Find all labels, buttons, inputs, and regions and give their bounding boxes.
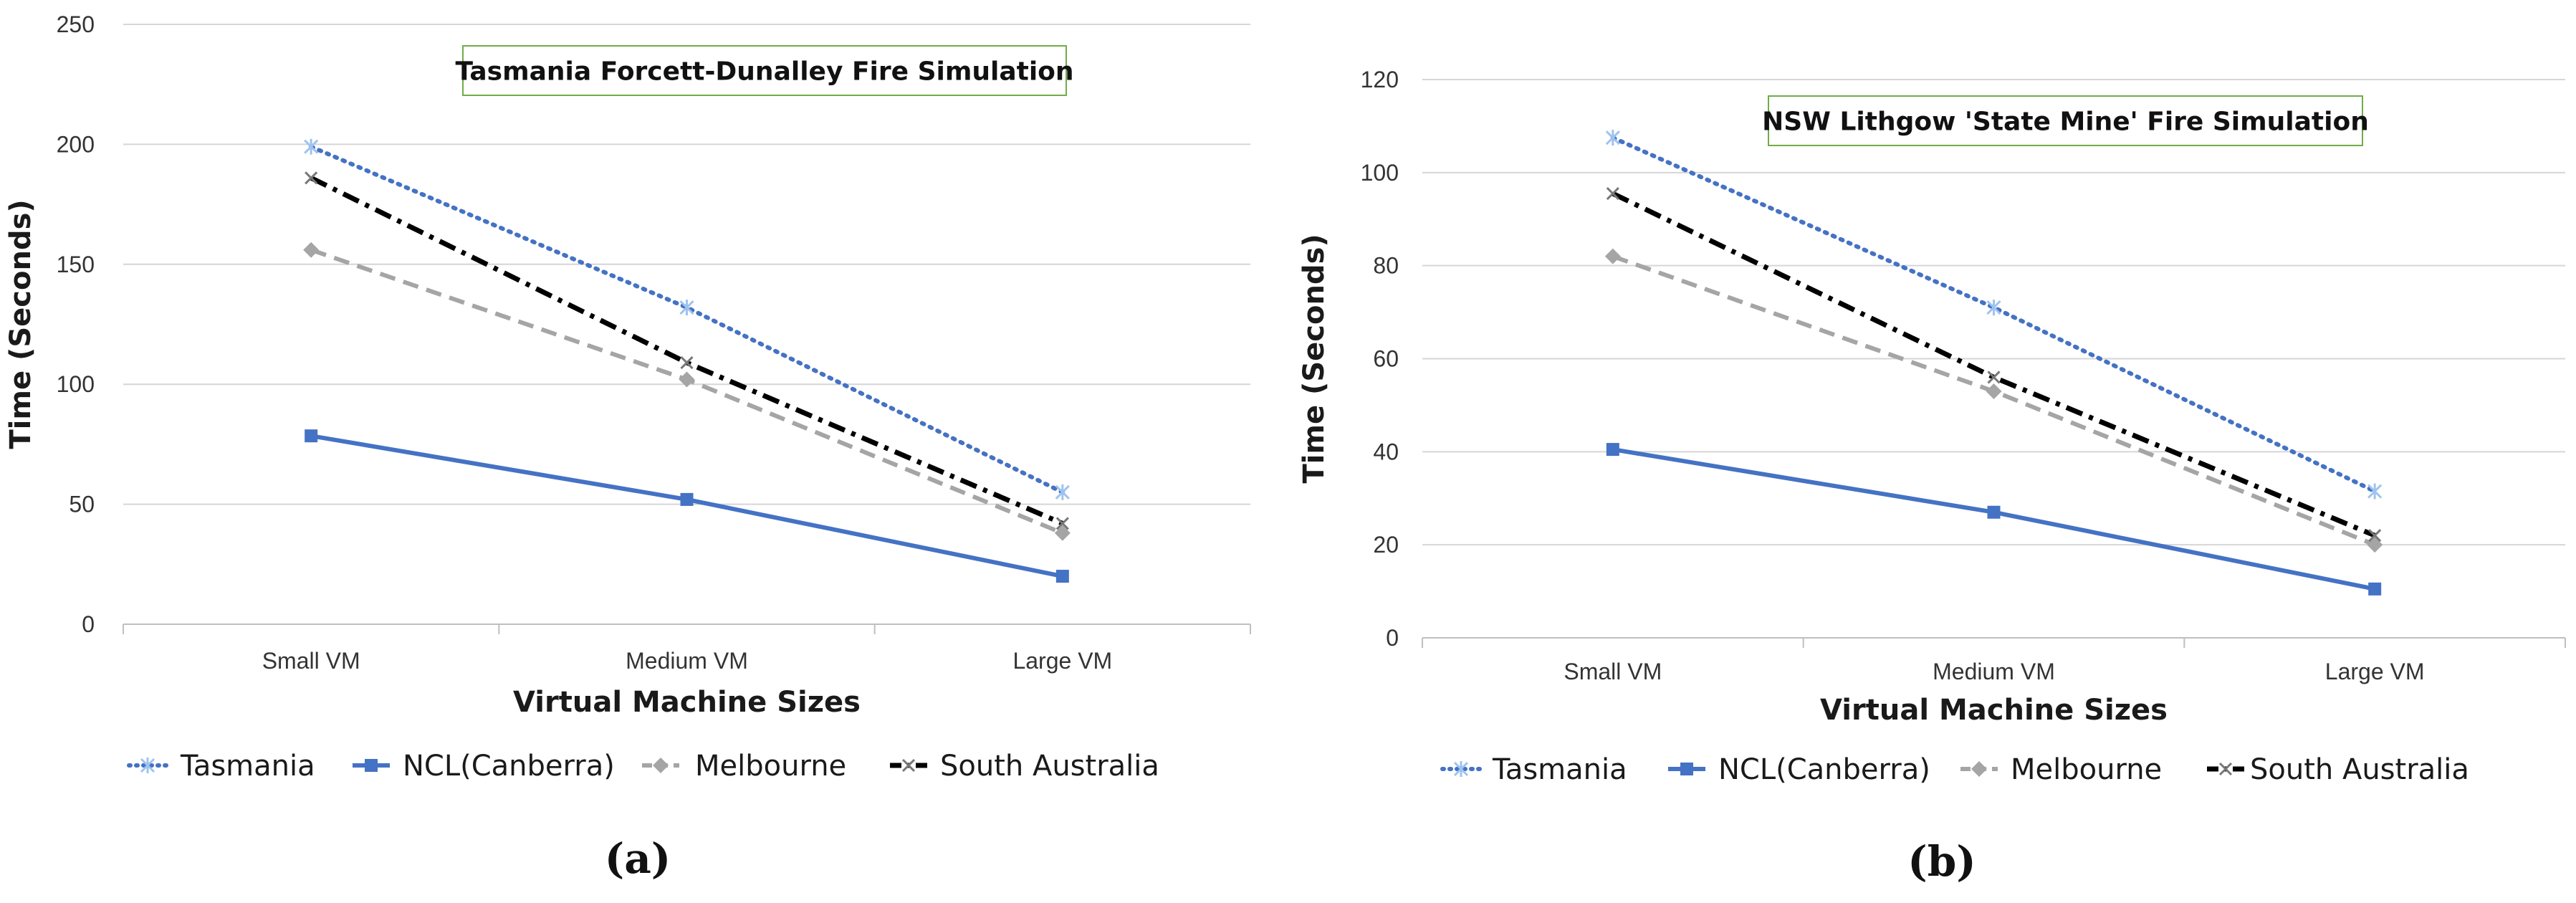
x-tick-label: Large VM [2325,659,2425,684]
data-point [680,356,694,370]
x-tick-label: Small VM [262,648,360,674]
data-point [680,492,694,506]
data-point [2368,582,2382,596]
figure-caption: (b) [1907,837,1976,886]
legend-marker [653,758,669,773]
data-point [2367,537,2383,553]
y-tick-label: 150 [57,252,95,277]
figure-caption: (a) [605,834,671,883]
series-line-tasmania [1610,135,2378,494]
legend-label: Melbourne [695,750,846,783]
y-tick-label: 100 [1361,160,1399,186]
legend-marker [901,758,916,773]
data-point [679,371,695,388]
legend-marker [365,759,378,772]
data-point [303,242,320,258]
y-tick-label: 120 [1361,67,1399,92]
data-point [1986,300,2001,316]
chart-title: NSW Lithgow 'State Mine' Fire Simulation [1762,108,2369,137]
data-point [305,429,318,443]
series-line-melbourne [310,247,1063,535]
data-point [679,300,694,316]
data-point [1606,186,1619,201]
x-tick-label: Medium VM [626,648,748,674]
series-line-ncl-canberra- [310,434,1063,578]
legend-label: Tasmania [180,750,315,783]
legend-label: NCL(Canberra) [1718,753,1930,786]
x-axis-title: Virtual Machine Sizes [513,686,861,719]
series-line-ncl-canberra- [1612,447,2375,591]
chart-0: 0 50 100 150 200 250 Small VM Medium VM Large VM… [4,11,1251,883]
y-tick-label: 100 [57,371,95,397]
y-tick-label: 20 [1373,532,1399,558]
series-line-south-australia [1612,191,2376,538]
data-point [2368,529,2382,543]
chart-title: Tasmania Forcett-Dunalley Fire Simulatio… [455,57,1073,87]
series-line-south-australia [310,176,1064,526]
legend-marker [1453,761,1469,777]
legend-marker [2218,762,2233,776]
legend-marker [140,758,155,773]
data-point [1055,570,1069,583]
x-axis-title: Virtual Machine Sizes [1820,694,2168,727]
data-point [1987,505,2001,519]
data-point [1054,525,1071,541]
chart-title-box [1768,95,2363,146]
y-tick-label: 0 [82,611,95,637]
chart-title-box [462,45,1067,96]
data-point [1605,130,1620,146]
x-tick-label: Medium VM [1933,659,2055,684]
x-tick-label: Large VM [1012,648,1112,674]
x-tick-label: Small VM [1564,659,1662,684]
legend-label: Melbourne [2011,753,2162,786]
y-tick-label: 60 [1373,346,1399,372]
data-point [304,138,319,155]
legend-label: South Australia [2250,753,2469,786]
y-tick-label: 0 [1386,625,1399,651]
y-tick-label: 250 [57,11,95,37]
chart-1: 0 20 40 60 80 100 120 Small VM Medium VM Large VM… [1298,67,2566,886]
legend-label: NCL(Canberra) [403,750,615,783]
legend-label: South Australia [940,750,1159,783]
data-point [305,171,318,185]
legend-marker [1680,763,1693,775]
series-line-tasmania [309,144,1065,494]
data-point [2367,483,2383,500]
y-axis-title: Time (Seconds) [4,199,37,449]
y-axis-title: Time (Seconds) [1298,234,1331,483]
legend-label: Tasmania [1492,753,1627,786]
y-tick-label: 80 [1373,253,1399,279]
legend-marker [1971,761,1987,777]
y-tick-label: 200 [57,131,95,157]
data-point [1055,517,1069,530]
data-point [1606,443,1619,457]
data-point [1986,383,2002,399]
data-point [1604,248,1621,264]
y-tick-label: 50 [69,492,95,517]
y-tick-label: 40 [1373,439,1399,464]
data-point [1987,371,2001,384]
data-point [1055,484,1070,500]
series-line-melbourne [1612,254,2376,547]
